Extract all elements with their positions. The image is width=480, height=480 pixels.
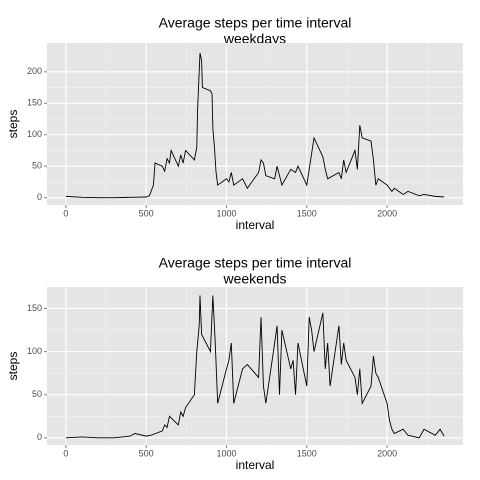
x-tick-label: 1500	[297, 448, 317, 458]
x-tick-label: 500	[139, 448, 154, 458]
x-tick-label: 1500	[297, 208, 317, 218]
x-tick-label: 2000	[377, 448, 397, 458]
chart-subtitle: weekends	[222, 271, 286, 287]
x-tick-label: 0	[63, 448, 68, 458]
series-line	[65, 52, 445, 199]
series-line	[65, 295, 445, 439]
x-axis-label: interval	[236, 218, 275, 232]
chart-subtitle: weekdays	[223, 31, 286, 47]
y-tick-label: 150	[27, 303, 42, 313]
y-axis-label: steps	[6, 352, 20, 381]
chart-title: Average steps per time interval	[159, 255, 352, 271]
y-tick-label: 50	[32, 389, 42, 399]
y-tick-label: 0	[37, 192, 42, 202]
x-tick-label: 0	[63, 208, 68, 218]
x-tick-label: 2000	[377, 208, 397, 218]
x-tick-label: 500	[139, 208, 154, 218]
y-tick-label: 200	[27, 66, 42, 76]
x-tick-label: 1000	[216, 448, 236, 458]
y-tick-label: 100	[27, 346, 42, 356]
y-tick-label: 100	[27, 129, 42, 139]
plot-panel	[47, 287, 463, 445]
y-tick-label: 0	[37, 432, 42, 442]
y-tick-label: 150	[27, 98, 42, 108]
x-tick-label: 1000	[216, 208, 236, 218]
chart-title: Average steps per time interval	[159, 15, 352, 31]
x-axis-label: interval	[236, 458, 275, 472]
y-axis-label: steps	[6, 110, 20, 139]
plot-panel	[47, 43, 463, 205]
y-tick-label: 50	[32, 161, 42, 171]
